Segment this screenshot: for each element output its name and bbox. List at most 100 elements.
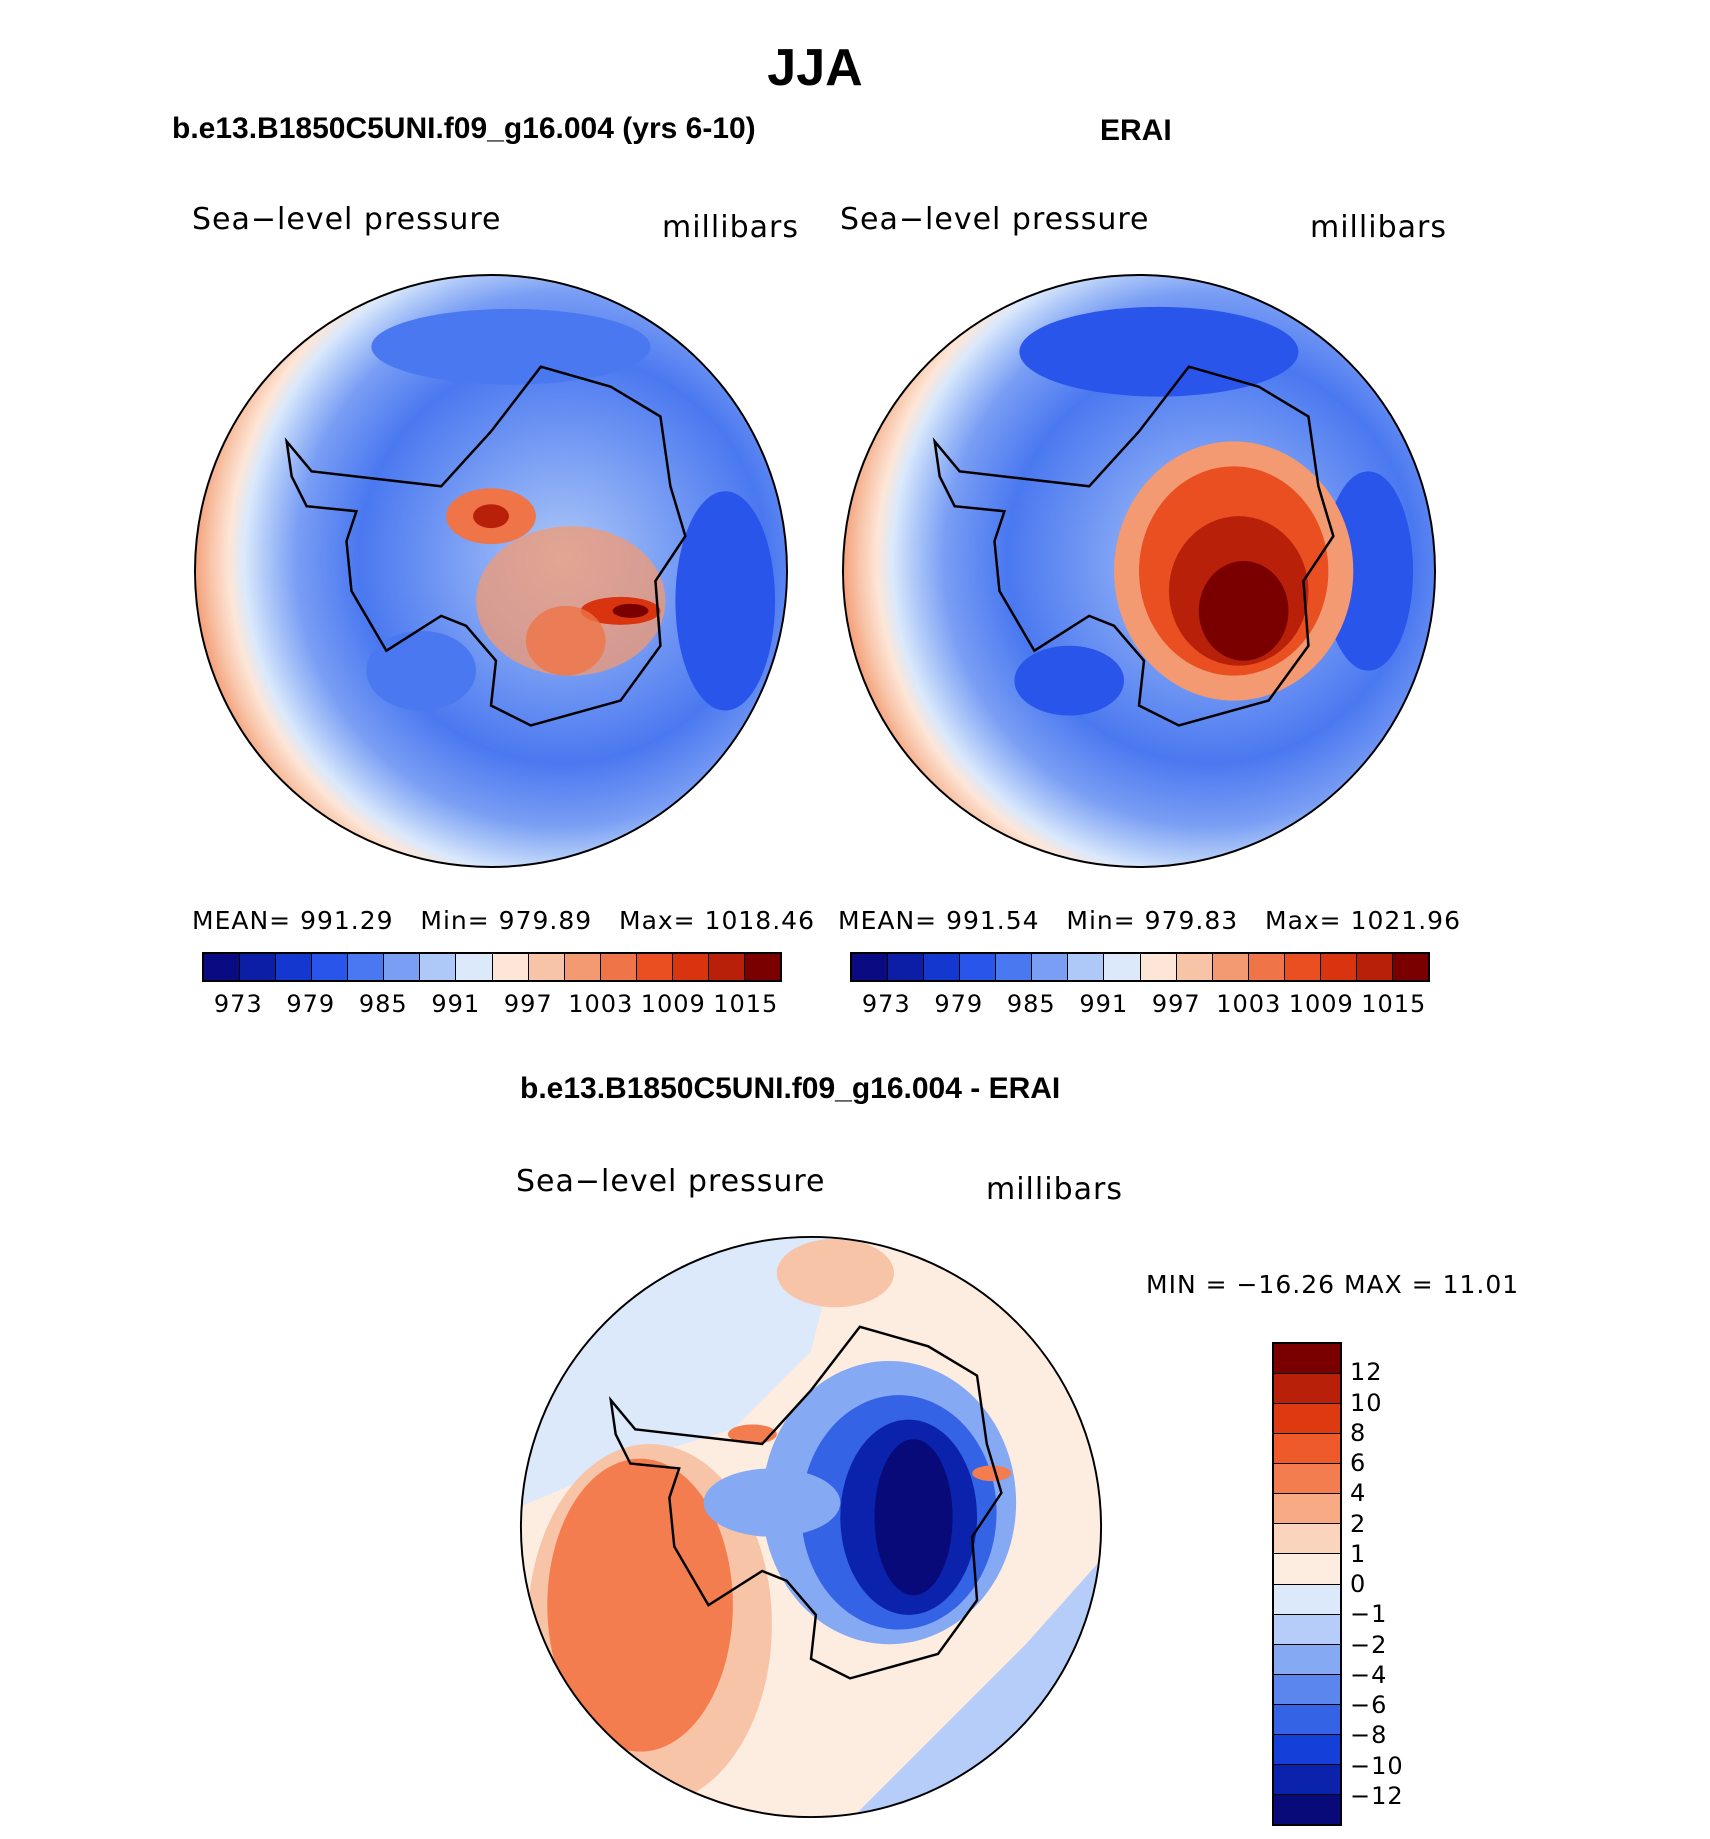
panel1-colorbar-swatch xyxy=(672,954,709,980)
panel2-min-value: 979.83 xyxy=(1144,906,1239,935)
panel1-mean-label: MEAN= xyxy=(192,906,292,935)
panel1-colorbar-swatch xyxy=(204,954,241,980)
panel1-stats: MEAN= 991.29 Min= 979.89 Max= 1018.46 xyxy=(192,906,815,935)
panel1-colorbar-swatch xyxy=(276,954,313,980)
panel3-colorbar-tick: −1 xyxy=(1350,1600,1388,1629)
panel3-colorbar-swatch xyxy=(1274,1674,1340,1705)
panel1-variable-label: Sea−level pressure xyxy=(192,202,502,237)
panel3-colorbar-tick: −12 xyxy=(1350,1781,1404,1810)
panel2-colorbar-swatch xyxy=(1392,954,1428,980)
panel3-colorbar-swatch xyxy=(1274,1344,1340,1375)
panel1-colorbar-tick: 997 xyxy=(503,990,553,1018)
figure-title: JJA xyxy=(767,39,863,97)
panel2-colorbar-swatch xyxy=(1068,954,1105,980)
panel1-colorbar-tick: 979 xyxy=(286,990,336,1018)
panel1-colorbar xyxy=(202,952,782,982)
panel2-colorbar-swatch xyxy=(996,954,1033,980)
panel2-colorbar-swatch xyxy=(1212,954,1249,980)
panel3-colorbar-swatch xyxy=(1274,1464,1340,1495)
panel2-units-label: millibars xyxy=(1310,210,1447,245)
panel3-colorbar-swatch xyxy=(1274,1554,1340,1585)
panel3-colorbar-swatch xyxy=(1274,1704,1340,1735)
panel3-colorbar-tick: 1 xyxy=(1350,1539,1367,1568)
panel2-min-label: Min= xyxy=(1066,906,1136,935)
panel2-colorbar-tick: 1003 xyxy=(1216,990,1282,1018)
panel2-colorbar-tick: 979 xyxy=(934,990,984,1018)
panel3-colorbar-tick: 10 xyxy=(1350,1388,1383,1417)
panel1-colorbar-swatch xyxy=(456,954,493,980)
panel1-polar-map xyxy=(193,273,789,869)
panel1-colorbar-ticks: 973 979 985 991 997 1003 1009 1015 xyxy=(202,990,782,1020)
panel3-colorbar-swatch xyxy=(1274,1374,1340,1405)
panel3-colorbar-swatch xyxy=(1274,1434,1340,1465)
panel3-variable-label: Sea−level pressure xyxy=(516,1164,826,1199)
panel3-colorbar-swatch xyxy=(1274,1794,1340,1824)
panel1-max-label: Max= xyxy=(619,906,696,935)
panel1-colorbar-swatch xyxy=(384,954,421,980)
panel3-colorbar-tick: 4 xyxy=(1350,1479,1367,1508)
panel3-colorbar-tick: −8 xyxy=(1350,1721,1388,1750)
panel2-variable-label: Sea−level pressure xyxy=(840,202,1150,237)
panel2-colorbar-tick: 991 xyxy=(1079,990,1129,1018)
panel3-colorbar-tick: 12 xyxy=(1350,1358,1383,1387)
panel2-colorbar-tick: 985 xyxy=(1006,990,1056,1018)
panel1-colorbar-swatch xyxy=(600,954,637,980)
panel2-colorbar-swatch xyxy=(1104,954,1141,980)
panel3-units-label: millibars xyxy=(986,1172,1123,1207)
panel3-colorbar-swatch xyxy=(1274,1644,1340,1675)
panel3-colorbar-tick: −6 xyxy=(1350,1691,1388,1719)
panel3-colorbar-swatch xyxy=(1274,1404,1340,1435)
panel2-colorbar-swatch xyxy=(1248,954,1285,980)
panel2-max-value: 1021.96 xyxy=(1350,906,1461,935)
panel2-max-label: Max= xyxy=(1265,906,1342,935)
panel2-colorbar-swatch xyxy=(1284,954,1321,980)
panel3-colorbar-tick: 2 xyxy=(1350,1509,1367,1538)
panel2-colorbar-swatch xyxy=(1032,954,1069,980)
panel1-colorbar-tick: 1009 xyxy=(640,990,706,1018)
panel3-colorbar-swatch xyxy=(1274,1734,1340,1765)
panel1-colorbar-tick: 1015 xyxy=(713,990,779,1018)
panel2-polar-map xyxy=(841,273,1437,869)
panel1-colorbar-swatch xyxy=(564,954,601,980)
panel3-colorbar-tick: −2 xyxy=(1350,1630,1388,1659)
panel3-colorbar xyxy=(1272,1342,1342,1826)
panel3-title: b.e13.B1850C5UNI.f09_g16.004 - ERAI xyxy=(520,1072,1061,1105)
panel2-mean-label: MEAN= xyxy=(838,906,938,935)
panel3-minmax-text: MIN = −16.26 MAX = 11.01 xyxy=(1146,1270,1520,1299)
panel1-colorbar-swatch xyxy=(636,954,673,980)
panel2-colorbar-tick: 973 xyxy=(861,990,911,1018)
panel3-colorbar-swatch xyxy=(1274,1584,1340,1615)
panel1-colorbar-swatch xyxy=(744,954,780,980)
panel2-colorbar-ticks: 973 979 985 991 997 1003 1009 1015 xyxy=(850,990,1430,1020)
panel1-colorbar-tick: 985 xyxy=(358,990,408,1018)
panel1-colorbar-tick: 991 xyxy=(431,990,481,1018)
panel2-stats: MEAN= 991.54 Min= 979.83 Max= 1021.96 xyxy=(838,906,1461,935)
panel1-colorbar-swatch xyxy=(528,954,565,980)
panel1-mean-value: 991.29 xyxy=(300,906,394,935)
panel1-colorbar-tick: 973 xyxy=(213,990,263,1018)
panel2-colorbar-swatch xyxy=(1356,954,1393,980)
panel2-colorbar-swatch xyxy=(1140,954,1177,980)
panel3-colorbar-swatch xyxy=(1274,1614,1340,1645)
panel1-colorbar-swatch xyxy=(708,954,745,980)
panel1-min-label: Min= xyxy=(420,906,490,935)
panel1-title: b.e13.B1850C5UNI.f09_g16.004 (yrs 6-10) xyxy=(172,112,756,145)
panel3-colorbar-tick: −4 xyxy=(1350,1660,1388,1689)
panel1-colorbar-tick: 1003 xyxy=(568,990,634,1018)
panel1-colorbar-swatch xyxy=(240,954,277,980)
panel1-units-label: millibars xyxy=(662,210,799,245)
panel2-mean-value: 991.54 xyxy=(946,906,1040,935)
panel3-colorbar-tick: 8 xyxy=(1350,1418,1367,1447)
panel2-colorbar-swatch xyxy=(852,954,889,980)
panel3-colorbar-swatch xyxy=(1274,1524,1340,1555)
panel3-colorbar-ticks: 12 10 8 6 4 2 1 0 −1 −2 −4 −6 −8 −10 −12 xyxy=(1350,1342,1470,1826)
panel1-colorbar-swatch xyxy=(492,954,529,980)
panel3-colorbar-tick: −10 xyxy=(1350,1751,1404,1780)
panel2-colorbar-swatch xyxy=(960,954,997,980)
panel1-min-value: 979.89 xyxy=(498,906,593,935)
panel2-colorbar-tick: 997 xyxy=(1151,990,1201,1018)
panel2-colorbar-swatch xyxy=(1176,954,1213,980)
panel3-colorbar-tick: 0 xyxy=(1350,1570,1367,1598)
panel2-colorbar-swatch xyxy=(888,954,925,980)
panel2-title: ERAI xyxy=(1100,114,1172,147)
